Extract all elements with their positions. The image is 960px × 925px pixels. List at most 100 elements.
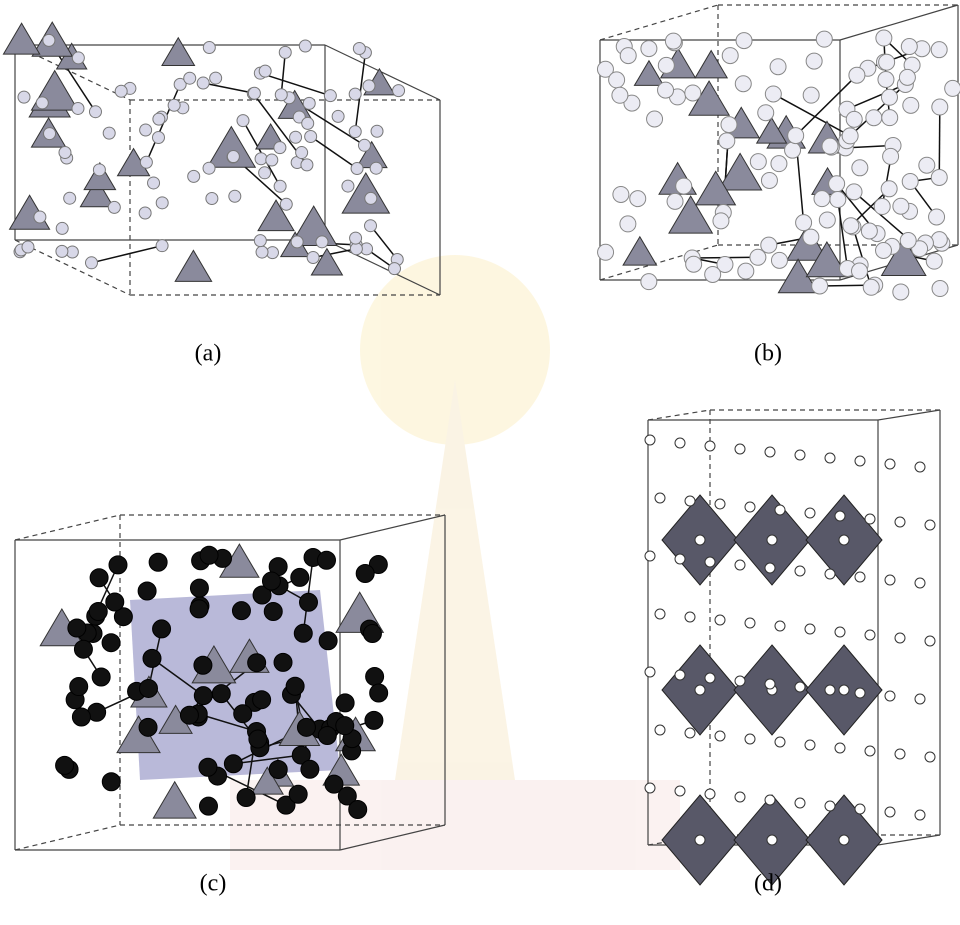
atom — [929, 209, 945, 225]
atom — [89, 603, 107, 621]
atom — [900, 233, 916, 249]
atom — [835, 743, 845, 753]
atom — [206, 192, 218, 204]
atom — [695, 835, 705, 845]
atom — [902, 173, 918, 189]
atom — [932, 281, 948, 297]
atom — [775, 505, 785, 515]
atom — [675, 786, 685, 796]
atom — [931, 42, 947, 58]
atom — [883, 148, 899, 164]
atom — [188, 170, 200, 182]
atom — [705, 557, 715, 567]
atom — [788, 128, 804, 144]
atom — [254, 235, 266, 247]
atom — [735, 792, 745, 802]
atom — [393, 85, 405, 97]
atom — [903, 97, 919, 113]
atom — [279, 46, 291, 58]
atom — [102, 773, 120, 791]
atom — [370, 162, 382, 174]
atom — [878, 72, 894, 88]
atom — [855, 688, 865, 698]
tetrahedron — [3, 23, 39, 54]
atom — [885, 807, 895, 817]
atom — [931, 232, 947, 248]
atom — [349, 801, 367, 819]
atom — [262, 572, 280, 590]
atom — [806, 53, 822, 69]
atom — [253, 691, 271, 709]
atom — [190, 600, 208, 618]
atom — [705, 266, 721, 282]
atom — [771, 252, 787, 268]
atom — [64, 192, 76, 204]
atom — [274, 180, 286, 192]
atom — [200, 546, 218, 564]
atom — [721, 117, 737, 133]
atom — [90, 569, 108, 587]
atom — [620, 216, 636, 232]
bond — [850, 84, 905, 135]
atom — [874, 199, 890, 215]
atom — [686, 256, 702, 272]
atom — [280, 198, 292, 210]
atom — [885, 575, 895, 585]
atom — [805, 508, 815, 518]
atom — [645, 551, 655, 561]
atom — [855, 456, 865, 466]
atom — [915, 578, 925, 588]
atom — [795, 566, 805, 576]
atom — [365, 220, 377, 232]
atom — [388, 263, 400, 275]
atom — [932, 99, 948, 115]
atom — [645, 667, 655, 677]
atom — [232, 602, 250, 620]
atom — [318, 727, 336, 745]
atom — [882, 110, 898, 126]
atom — [43, 34, 55, 46]
atom — [775, 621, 785, 631]
atom — [168, 99, 180, 111]
atom — [735, 76, 751, 92]
atom — [143, 649, 161, 667]
atom — [353, 43, 365, 55]
atom — [194, 656, 212, 674]
atom — [613, 186, 629, 202]
atom — [72, 52, 84, 64]
atom — [349, 126, 361, 138]
atom — [825, 801, 835, 811]
atom — [598, 244, 614, 260]
atom — [153, 620, 171, 638]
atom — [803, 229, 819, 245]
atom — [332, 110, 344, 122]
tetrahedron — [153, 782, 196, 818]
atom — [68, 619, 86, 637]
atom — [92, 668, 110, 686]
atom — [641, 274, 657, 290]
atom — [685, 612, 695, 622]
atom — [866, 110, 882, 126]
bond — [91, 246, 162, 263]
atom — [371, 125, 383, 137]
page: (a) (b) (c) (d) (() => { const data = JS… — [0, 0, 960, 925]
atom — [738, 263, 754, 279]
atom — [34, 211, 46, 223]
atom — [316, 236, 328, 248]
atom — [851, 263, 867, 279]
atom — [255, 153, 267, 165]
atom — [269, 760, 287, 778]
atom — [931, 169, 947, 185]
atom — [765, 447, 775, 457]
atom — [816, 31, 832, 47]
atom — [291, 236, 303, 248]
atom — [259, 167, 271, 179]
atom — [366, 668, 384, 686]
atom — [72, 102, 84, 114]
atom — [153, 113, 165, 125]
atom — [275, 89, 287, 101]
atom — [675, 554, 685, 564]
atom — [825, 569, 835, 579]
atom — [855, 572, 865, 582]
atom — [152, 132, 164, 144]
